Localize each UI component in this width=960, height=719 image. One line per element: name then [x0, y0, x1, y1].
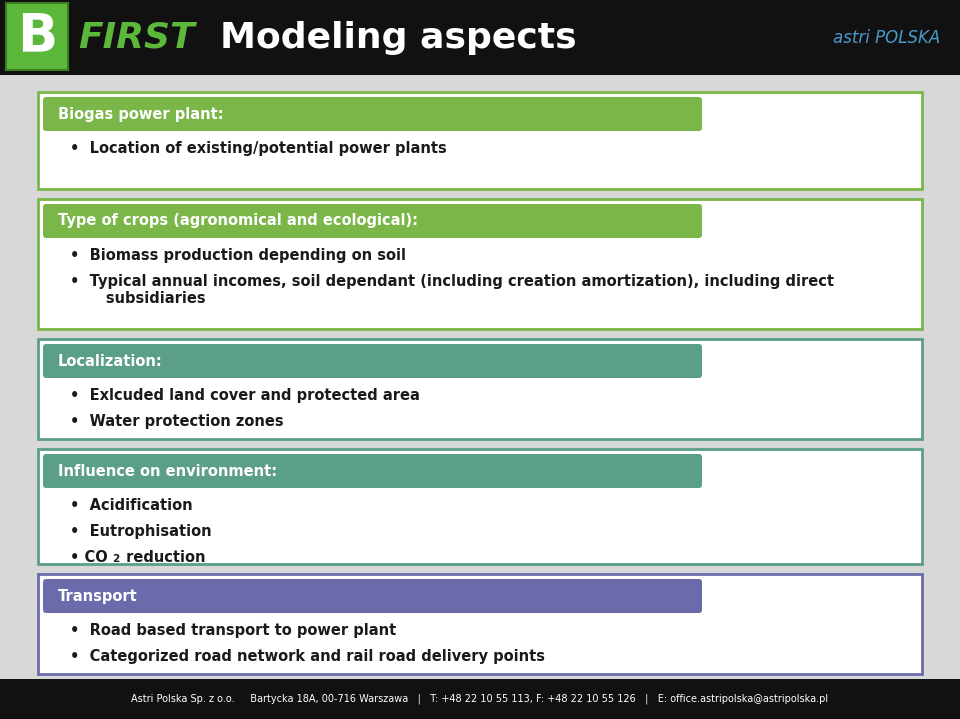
Text: •  Location of existing/potential power plants: • Location of existing/potential power p… [70, 141, 446, 156]
FancyBboxPatch shape [43, 204, 702, 238]
FancyBboxPatch shape [6, 3, 68, 70]
Bar [0, 0, 960, 75]
Text: •  Road based transport to power plant: • Road based transport to power plant [70, 623, 396, 638]
Text: •  Typical annual incomes, soil dependant (including creation amortization), inc: • Typical annual incomes, soil dependant… [70, 274, 834, 306]
Text: Local consumption/needs of energy from energy crops: Local consumption/needs of energy from e… [58, 697, 509, 712]
Text: Astri Polska Sp. z o.o.     Bartycka 18A, 00-716 Warszawa   |   T: +48 22 10 55 : Astri Polska Sp. z o.o. Bartycka 18A, 00… [132, 694, 828, 704]
Bar [38, 449, 922, 564]
FancyBboxPatch shape [43, 454, 702, 488]
FancyBboxPatch shape [43, 579, 702, 613]
Bar [0, 679, 960, 719]
Bar [38, 199, 922, 329]
Text: •  Water protection zones: • Water protection zones [70, 414, 283, 429]
Bar [38, 339, 922, 439]
FancyBboxPatch shape [43, 97, 702, 131]
Text: reduction: reduction [121, 550, 205, 565]
Text: •  Acidification: • Acidification [70, 498, 193, 513]
Text: astri POLSKA: astri POLSKA [832, 29, 940, 47]
Text: •  Categorized road network and rail road delivery points: • Categorized road network and rail road… [70, 649, 545, 664]
FancyBboxPatch shape [43, 344, 702, 378]
Text: • CO: • CO [70, 550, 108, 565]
Text: •  Eutrophisation: • Eutrophisation [70, 524, 211, 539]
FancyBboxPatch shape [43, 687, 750, 719]
Text: Localization:: Localization: [58, 354, 163, 369]
Bar [38, 92, 922, 189]
Text: Biogas power plant:: Biogas power plant: [58, 106, 224, 122]
Text: FIRST: FIRST [78, 20, 195, 54]
Text: Type of crops (agronomical and ecological):: Type of crops (agronomical and ecologica… [58, 214, 418, 229]
Text: 2: 2 [112, 554, 119, 564]
Text: •  Biomass production depending on soil: • Biomass production depending on soil [70, 248, 406, 263]
Text: Transport: Transport [58, 588, 137, 603]
Text: Influence on environment:: Influence on environment: [58, 464, 277, 479]
Bar [38, 574, 922, 674]
Text: B: B [17, 11, 58, 63]
Text: •  Exlcuded land cover and protected area: • Exlcuded land cover and protected area [70, 388, 420, 403]
Bar [38, 683, 922, 719]
Text: Modeling aspects: Modeling aspects [220, 21, 577, 55]
